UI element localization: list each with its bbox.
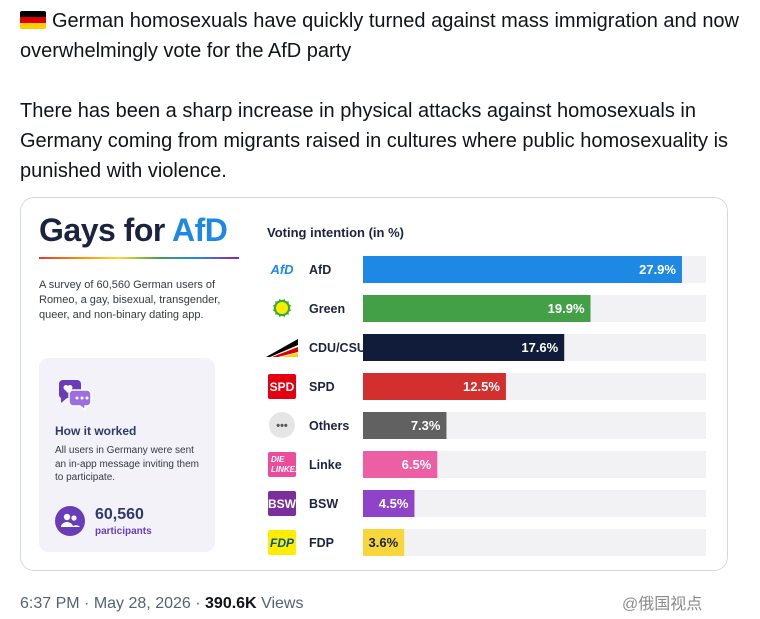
party-name-label: Linke <box>309 458 342 472</box>
party-name-label: FDP <box>309 536 334 550</box>
bar-value-label: 17.6% <box>521 340 558 355</box>
bar-value-label: 3.6% <box>369 535 399 550</box>
bar-value-label: 12.5% <box>463 379 500 394</box>
tweet-date[interactable]: May 28, 2026 <box>93 595 191 612</box>
participants-icon <box>55 506 85 536</box>
party-logo-text: SPD <box>270 380 295 394</box>
bar-fdp <box>363 529 405 556</box>
how-it-worked-card: How it worked All users in Germany were … <box>39 358 215 552</box>
watermark: @俄国视点 <box>622 596 703 613</box>
bar-value-label: 4.5% <box>379 496 409 511</box>
party-logo-text: LINKE. <box>271 465 297 474</box>
bar-spd <box>363 373 506 400</box>
party-logo-others-icon: ••• <box>269 412 295 438</box>
tweet-media[interactable]: Gays for AfD A survey of 60,560 German u… <box>20 197 728 571</box>
tweet-paragraph-2: There has been a sharp increase in physi… <box>20 100 729 182</box>
meta-separator: · <box>195 595 206 612</box>
survey-description: A survey of 60,560 German users of Romeo… <box>39 279 221 321</box>
views-label: Views <box>261 595 304 612</box>
participants-count: 60,560 <box>95 506 144 523</box>
how-it-worked-description: All users in Germany were sent an in-app… <box>55 445 199 483</box>
party-name-label: Others <box>309 419 349 433</box>
party-logo-text: ••• <box>276 420 288 432</box>
party-logo-text: BSW <box>268 497 297 511</box>
title-main: Gays for <box>39 212 173 248</box>
party-logo-spd-icon: SPD <box>268 374 296 399</box>
bar-green <box>363 295 591 322</box>
tweet-paragraph-1: German homosexuals have quickly turned a… <box>20 6 740 66</box>
chart-heading: Voting intention (in %) <box>267 225 404 240</box>
party-logo-bsw-icon: BSW <box>268 491 297 516</box>
bar-value-label: 27.9% <box>639 262 676 277</box>
party-logo-cdu-csu-icon <box>266 339 298 357</box>
bar-track <box>363 529 706 556</box>
participants-label: participants <box>95 526 152 537</box>
party-logo-text: AfD <box>269 262 294 277</box>
bar-value-label: 6.5% <box>402 457 432 472</box>
bar-track <box>363 490 706 517</box>
chat-heart-icon <box>58 380 92 412</box>
infographic: Gays for AfD A survey of 60,560 German u… <box>21 198 727 570</box>
bar-bsw <box>363 490 415 517</box>
rainbow-divider <box>39 257 239 259</box>
party-name-label: Green <box>309 302 345 316</box>
bar-others <box>363 412 447 439</box>
party-name-label: SPD <box>309 380 335 394</box>
tweet-time[interactable]: 6:37 PM <box>20 595 80 612</box>
bar-value-label: 19.9% <box>548 301 585 316</box>
views-count: 390.6K <box>205 595 257 612</box>
party-logo-fdp-icon: FDP <box>268 530 296 555</box>
party-logo-afd-icon: AfD <box>269 262 294 277</box>
tweet-line-1: German homosexuals have quickly turned a… <box>20 10 740 62</box>
party-name-label: AfD <box>309 263 331 277</box>
meta-separator: · <box>84 595 94 612</box>
bar-cdu-csu <box>363 334 565 361</box>
party-logo-green-icon <box>268 294 296 322</box>
bar-linke <box>363 451 438 478</box>
party-name-label: CDU/CSU <box>309 341 366 355</box>
tweet-meta: 6:37 PM · May 28, 2026 · 390.6K Views <box>20 595 303 613</box>
bar-afd <box>363 256 682 283</box>
germany-flag-icon <box>20 11 46 29</box>
bar-value-label: 7.3% <box>411 418 441 433</box>
infographic-title: Gays for AfD <box>39 212 228 249</box>
party-logo-text: FDP <box>270 536 295 550</box>
party-name-label: BSW <box>309 497 338 511</box>
party-logo-text: DIE <box>271 455 285 464</box>
title-accent: AfD <box>172 212 228 248</box>
how-it-worked-title: How it worked <box>55 424 137 438</box>
tweet-text: German homosexuals have quickly turned a… <box>20 6 740 186</box>
voting-bar-chart: AfD AfD 27.9% Green 19.9% CDU/CSU 17.6% SPD SPD 1… <box>266 256 706 556</box>
